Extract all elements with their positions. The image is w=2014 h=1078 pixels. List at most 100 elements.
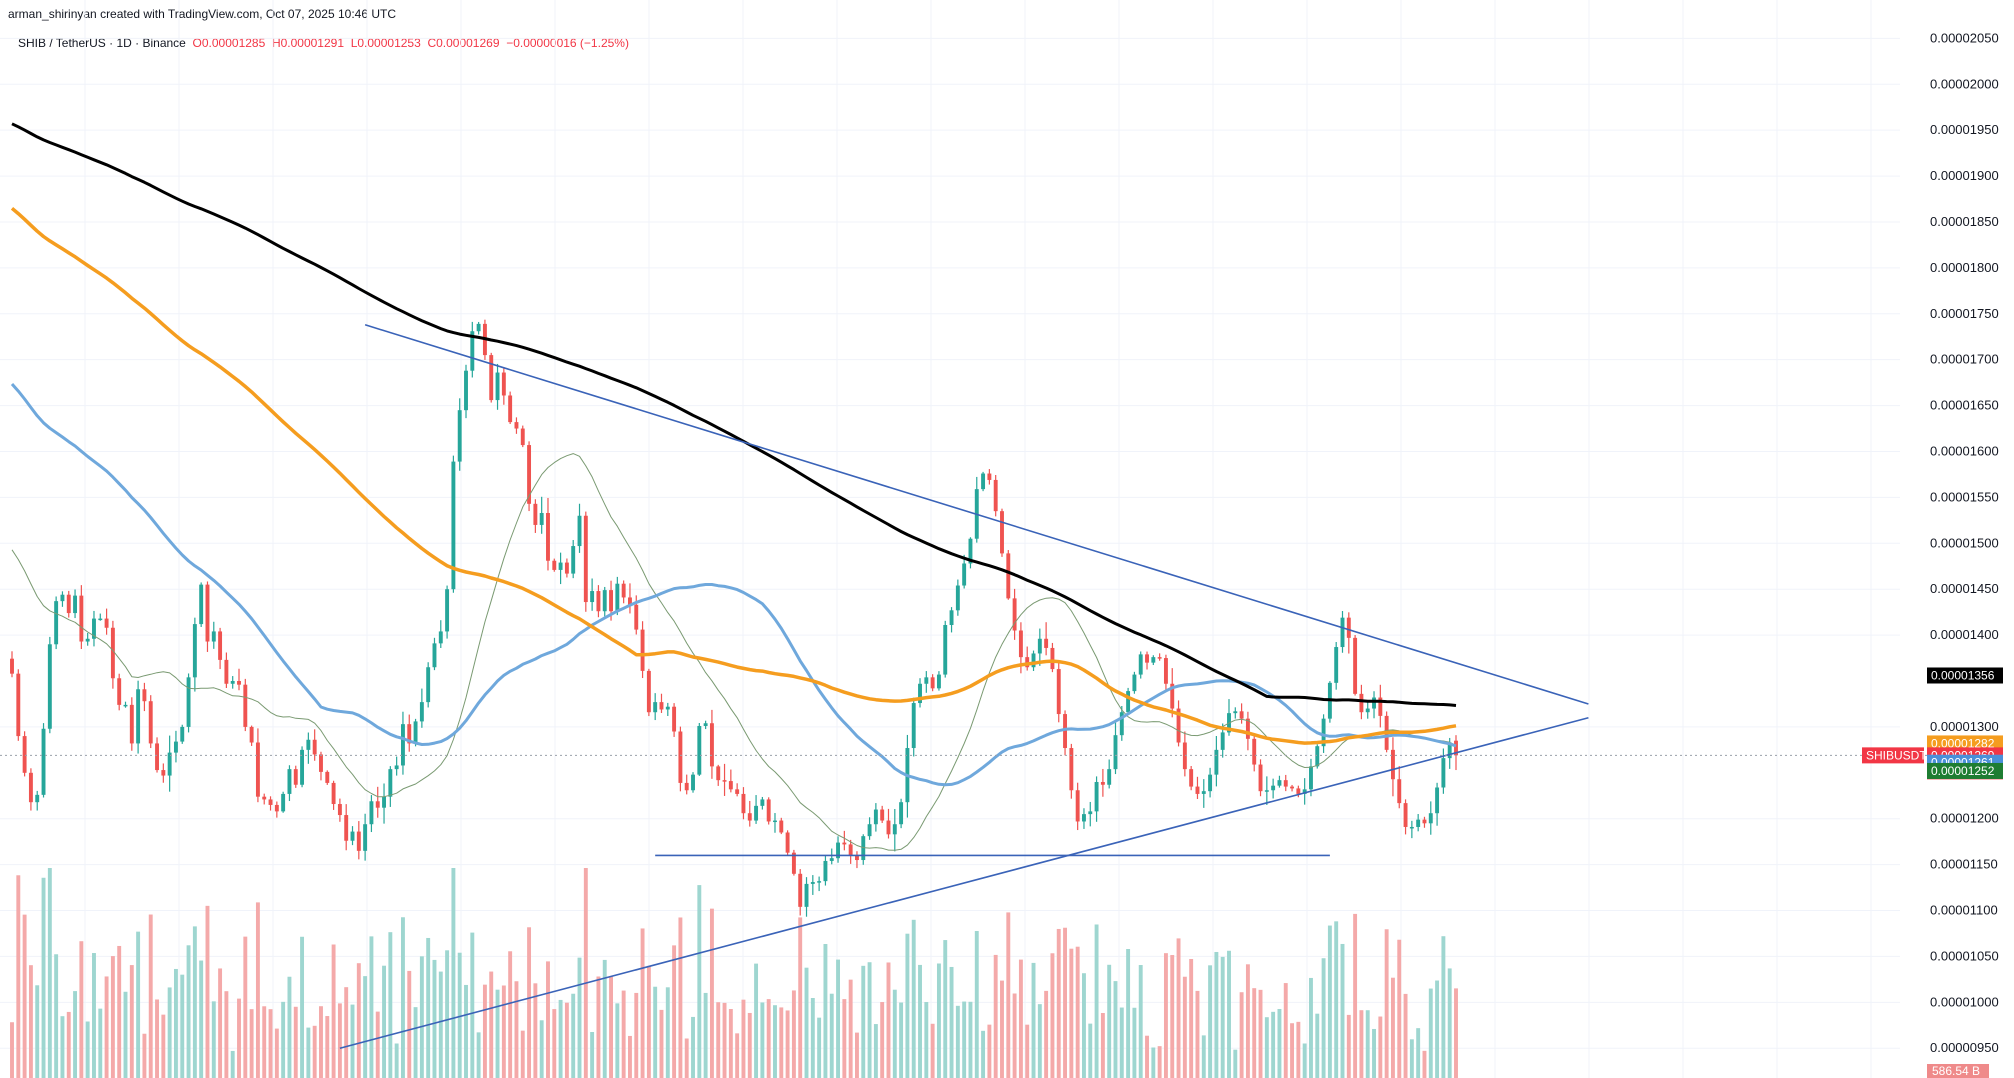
- volume-bar: [1107, 964, 1112, 1078]
- candle-body: [155, 743, 159, 771]
- ohlc-high: H0.00001291: [271, 36, 345, 50]
- volume-bar: [287, 976, 292, 1078]
- ascending-trendline[interactable]: [339, 716, 1589, 1050]
- volume-bar: [161, 1014, 166, 1078]
- chart-grid: [0, 0, 1900, 1078]
- candle-body: [407, 724, 412, 744]
- volume-bar: [1025, 1024, 1030, 1078]
- candle-body: [1409, 826, 1414, 829]
- volume-bar: [1334, 921, 1339, 1078]
- candle-body: [804, 883, 809, 907]
- volume-bar: [331, 944, 336, 1078]
- volume-bar: [1403, 993, 1408, 1078]
- volume-bar: [1409, 1039, 1414, 1078]
- volume-bar: [1100, 1013, 1105, 1078]
- volume-bar: [1163, 953, 1168, 1078]
- candle-body: [186, 677, 191, 727]
- volume-bar: [936, 963, 941, 1078]
- candle-body: [773, 820, 777, 823]
- candle-body: [306, 739, 311, 750]
- candle-body: [218, 631, 223, 660]
- candle-body: [268, 799, 273, 805]
- candle-body: [962, 563, 967, 586]
- volume-bar: [136, 931, 141, 1078]
- volume-bar: [974, 931, 979, 1078]
- axis-tick-label: 0.00002050: [1930, 30, 1999, 45]
- volume-bar: [249, 1009, 254, 1078]
- candle-body: [1151, 657, 1156, 663]
- watermark-header: arman_shirinyan created with TradingView…: [8, 7, 396, 21]
- candle-body: [331, 782, 336, 805]
- candle-body: [615, 583, 620, 612]
- volume-bar: [1037, 1004, 1042, 1078]
- volume-bar: [678, 917, 683, 1078]
- volume-bar: [1390, 977, 1395, 1078]
- volume-bar: [337, 1003, 342, 1078]
- candle-body: [880, 809, 885, 821]
- volume-bar: [1372, 1028, 1376, 1078]
- candle-body: [678, 731, 683, 783]
- candle-body: [293, 769, 298, 785]
- candle-body: [211, 631, 216, 642]
- volume-bar: [1277, 1008, 1282, 1078]
- volume-bar: [1309, 977, 1313, 1078]
- volume-bar: [1176, 938, 1181, 1078]
- volume-bar: [482, 984, 487, 1078]
- axis-tick-label: 0.00001500: [1930, 535, 1999, 550]
- volume-bar: [665, 987, 670, 1078]
- candle-body: [867, 824, 872, 837]
- volume-bar: [791, 990, 796, 1078]
- candle-body: [262, 796, 267, 800]
- volume-bar: [1296, 1021, 1301, 1078]
- volume-bar: [924, 1002, 929, 1078]
- candle-body: [136, 689, 141, 744]
- volume-bar: [382, 965, 386, 1078]
- volume-bar: [836, 959, 840, 1078]
- candle-body: [1447, 742, 1452, 759]
- symbol-legend[interactable]: SHIB / TetherUS · 1D · Binance O0.000012…: [18, 36, 629, 50]
- candle-body: [22, 736, 27, 773]
- volume-bar: [583, 868, 588, 1078]
- candle-body: [754, 805, 759, 821]
- candle-body: [609, 590, 613, 612]
- descending-trendline[interactable]: [364, 324, 1589, 705]
- candle-body: [1321, 718, 1326, 747]
- candle-body: [981, 473, 986, 490]
- candle-body: [628, 597, 632, 605]
- candle-body: [1233, 711, 1238, 714]
- volume-bar: [1359, 1010, 1364, 1078]
- volume-bar: [602, 959, 607, 1078]
- volume-bar: [981, 1030, 986, 1078]
- volume-bar: [1264, 1017, 1269, 1078]
- volume-bar: [129, 965, 134, 1078]
- candle-body: [199, 584, 204, 625]
- volume-bar: [501, 985, 506, 1078]
- candle-body: [1012, 598, 1017, 631]
- candle-body: [646, 670, 651, 713]
- volume-bar: [684, 1038, 689, 1078]
- candle-body: [1353, 637, 1358, 694]
- volume-bar: [873, 1024, 878, 1078]
- candle-body: [924, 677, 929, 684]
- volume-bar: [1233, 1049, 1238, 1078]
- volume-badge-bg: [1927, 1064, 1989, 1078]
- candle-body: [1428, 813, 1433, 824]
- candle-body: [936, 674, 941, 689]
- candle-body: [873, 809, 878, 825]
- candle-body: [98, 618, 103, 621]
- volume-bar: [1069, 948, 1074, 1078]
- price-axis[interactable]: 0.00002050 0.00002000 0.00001950 0.00001900…: [1930, 30, 1999, 1055]
- volume-bar: [199, 960, 204, 1078]
- candle-body: [66, 594, 71, 614]
- axis-tick-label: 0.00001200: [1930, 811, 1999, 826]
- volume-bar: [848, 979, 853, 1078]
- volume-bar: [1050, 953, 1055, 1078]
- candle-body: [104, 618, 109, 628]
- candle-body: [369, 801, 374, 825]
- candle-body: [829, 858, 834, 861]
- trendlines[interactable]: [0, 324, 1930, 1050]
- ma20-badge-bg: [1927, 762, 2003, 779]
- volume-bar: [558, 999, 563, 1078]
- volume-bar: [1119, 1007, 1124, 1078]
